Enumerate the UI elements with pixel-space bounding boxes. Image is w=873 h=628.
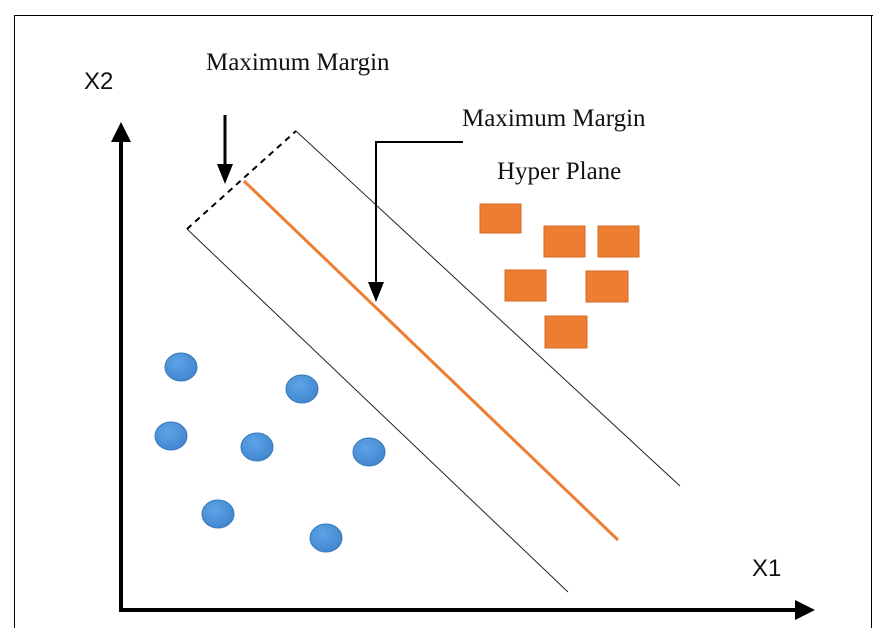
- maximum-margin-label: Maximum Margin: [206, 49, 390, 76]
- class-b-point: [309, 523, 343, 553]
- class-b-point: [201, 499, 235, 529]
- class-b-point: [154, 421, 188, 451]
- class-a-point: [543, 225, 586, 258]
- class-a-point: [585, 270, 629, 303]
- class-a-squares: [479, 203, 640, 349]
- hyperplane-pointer-arrowhead: [368, 282, 384, 302]
- class-a-point: [544, 315, 588, 349]
- upper-margin-line: [295, 130, 681, 487]
- y-axis-arrowhead: [111, 122, 131, 142]
- class-a-point: [479, 203, 522, 234]
- margin-width-dashed-line: [186, 130, 297, 230]
- class-b-circles: [154, 352, 386, 553]
- x-axis-arrowhead: [795, 600, 815, 620]
- margin-pointer-arrowhead: [217, 164, 233, 184]
- maximum-margin-hyperplane-label-line2: Hyper Plane: [497, 158, 621, 185]
- class-b-point: [164, 352, 198, 382]
- lower-margin-line: [186, 228, 569, 593]
- class-b-point: [285, 374, 319, 404]
- class-b-point: [352, 437, 386, 467]
- hyperplane-pointer-arrow-shaft: [375, 141, 463, 284]
- y-axis-label: X2: [84, 68, 113, 95]
- hyperplane-line: [242, 179, 620, 542]
- class-b-point: [240, 432, 274, 462]
- class-a-point: [504, 269, 547, 302]
- x-axis-label: X1: [752, 555, 781, 582]
- maximum-margin-hyperplane-label-line1: Maximum Margin: [462, 105, 646, 132]
- class-a-point: [597, 225, 640, 258]
